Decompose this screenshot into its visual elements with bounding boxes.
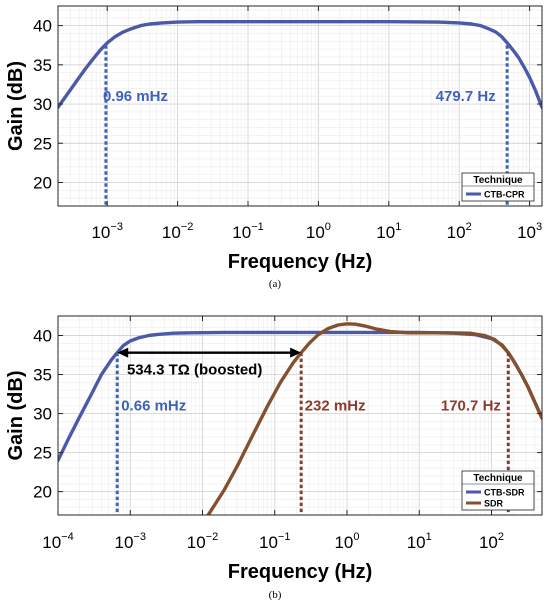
plot-background [58, 6, 542, 206]
x-tick-label: 10−1 [232, 221, 263, 242]
y-tick-label: 40 [33, 17, 52, 36]
x-tick-label: 10−2 [187, 531, 218, 552]
cutoff-marker-label: 170.7 Hz [441, 397, 501, 414]
cutoff-marker-label: 0.66 mHz [121, 397, 186, 414]
x-tick-label: 103 [517, 221, 542, 242]
y-tick-label: 20 [33, 483, 52, 502]
y-axis-label: Gain (dB) [5, 371, 27, 461]
x-tick-label: 102 [447, 221, 472, 242]
panel-a-caption: (a) [269, 278, 282, 290]
axes-frame [57, 5, 543, 207]
x-tick-label: 101 [376, 221, 401, 242]
y-tick-label: 25 [33, 444, 52, 463]
legend: Technique CTB-CPR [461, 172, 535, 202]
panel-b: 0.66 mHz 232 mHz 170.7 Hz 534.3 TΩ (boosted… [5, 315, 543, 583]
legend-entry-sdr: SDR [484, 499, 504, 509]
series-line-ctb-cpr [58, 20, 542, 109]
cutoff-marker-label: 232 mHz [305, 397, 366, 414]
arrow-head-left-icon [117, 347, 129, 358]
y-tick-label: 25 [33, 134, 52, 153]
y-tick-label: 40 [33, 327, 52, 346]
resistance-arrow-label: 534.3 TΩ (boosted) [127, 362, 262, 379]
legend-entry-ctb-sdr: CTB-SDR [484, 488, 525, 498]
y-tick-label: 20 [33, 173, 52, 192]
legend-entry-ctb-cpr: CTB-CPR [484, 190, 525, 200]
x-tick-label: 101 [407, 531, 432, 552]
y-axis-label: Gain (dB) [5, 61, 27, 151]
x-axis-label: Frequency (Hz) [228, 251, 372, 273]
x-tick-label: 10−1 [259, 531, 290, 552]
x-tick-label: 102 [479, 531, 504, 552]
x-axis-label: Frequency (Hz) [228, 561, 372, 583]
legend-title: Technique [473, 473, 523, 484]
y-tick-label: 35 [33, 56, 52, 75]
axes-frame [57, 315, 543, 516]
cutoff-marker-label: 479.7 Hz [436, 88, 496, 105]
y-tick-label: 30 [33, 95, 52, 114]
cutoff-marker-label: 0.96 mHz [103, 88, 168, 105]
x-tick-label: 10−2 [162, 221, 193, 242]
grid [58, 6, 542, 206]
legend-box [461, 172, 535, 202]
arrow-head-right-icon [290, 347, 302, 358]
panel-b-caption: (b) [269, 589, 282, 601]
x-tick-label: 100 [306, 221, 331, 242]
x-tick-label: 10−3 [91, 221, 122, 242]
y-tick-label: 35 [33, 366, 52, 385]
series-lines [58, 20, 542, 109]
x-tick-label: 10−4 [42, 531, 73, 552]
y-tick-label: 30 [33, 405, 52, 424]
x-tick-label: 100 [334, 531, 359, 552]
legend-title: Technique [473, 175, 523, 186]
panel-a: 0.96 mHz 479.7 Hz Technique CTB-CPR 10−3 10−2… [5, 5, 543, 273]
x-tick-label: 10−3 [115, 531, 146, 552]
